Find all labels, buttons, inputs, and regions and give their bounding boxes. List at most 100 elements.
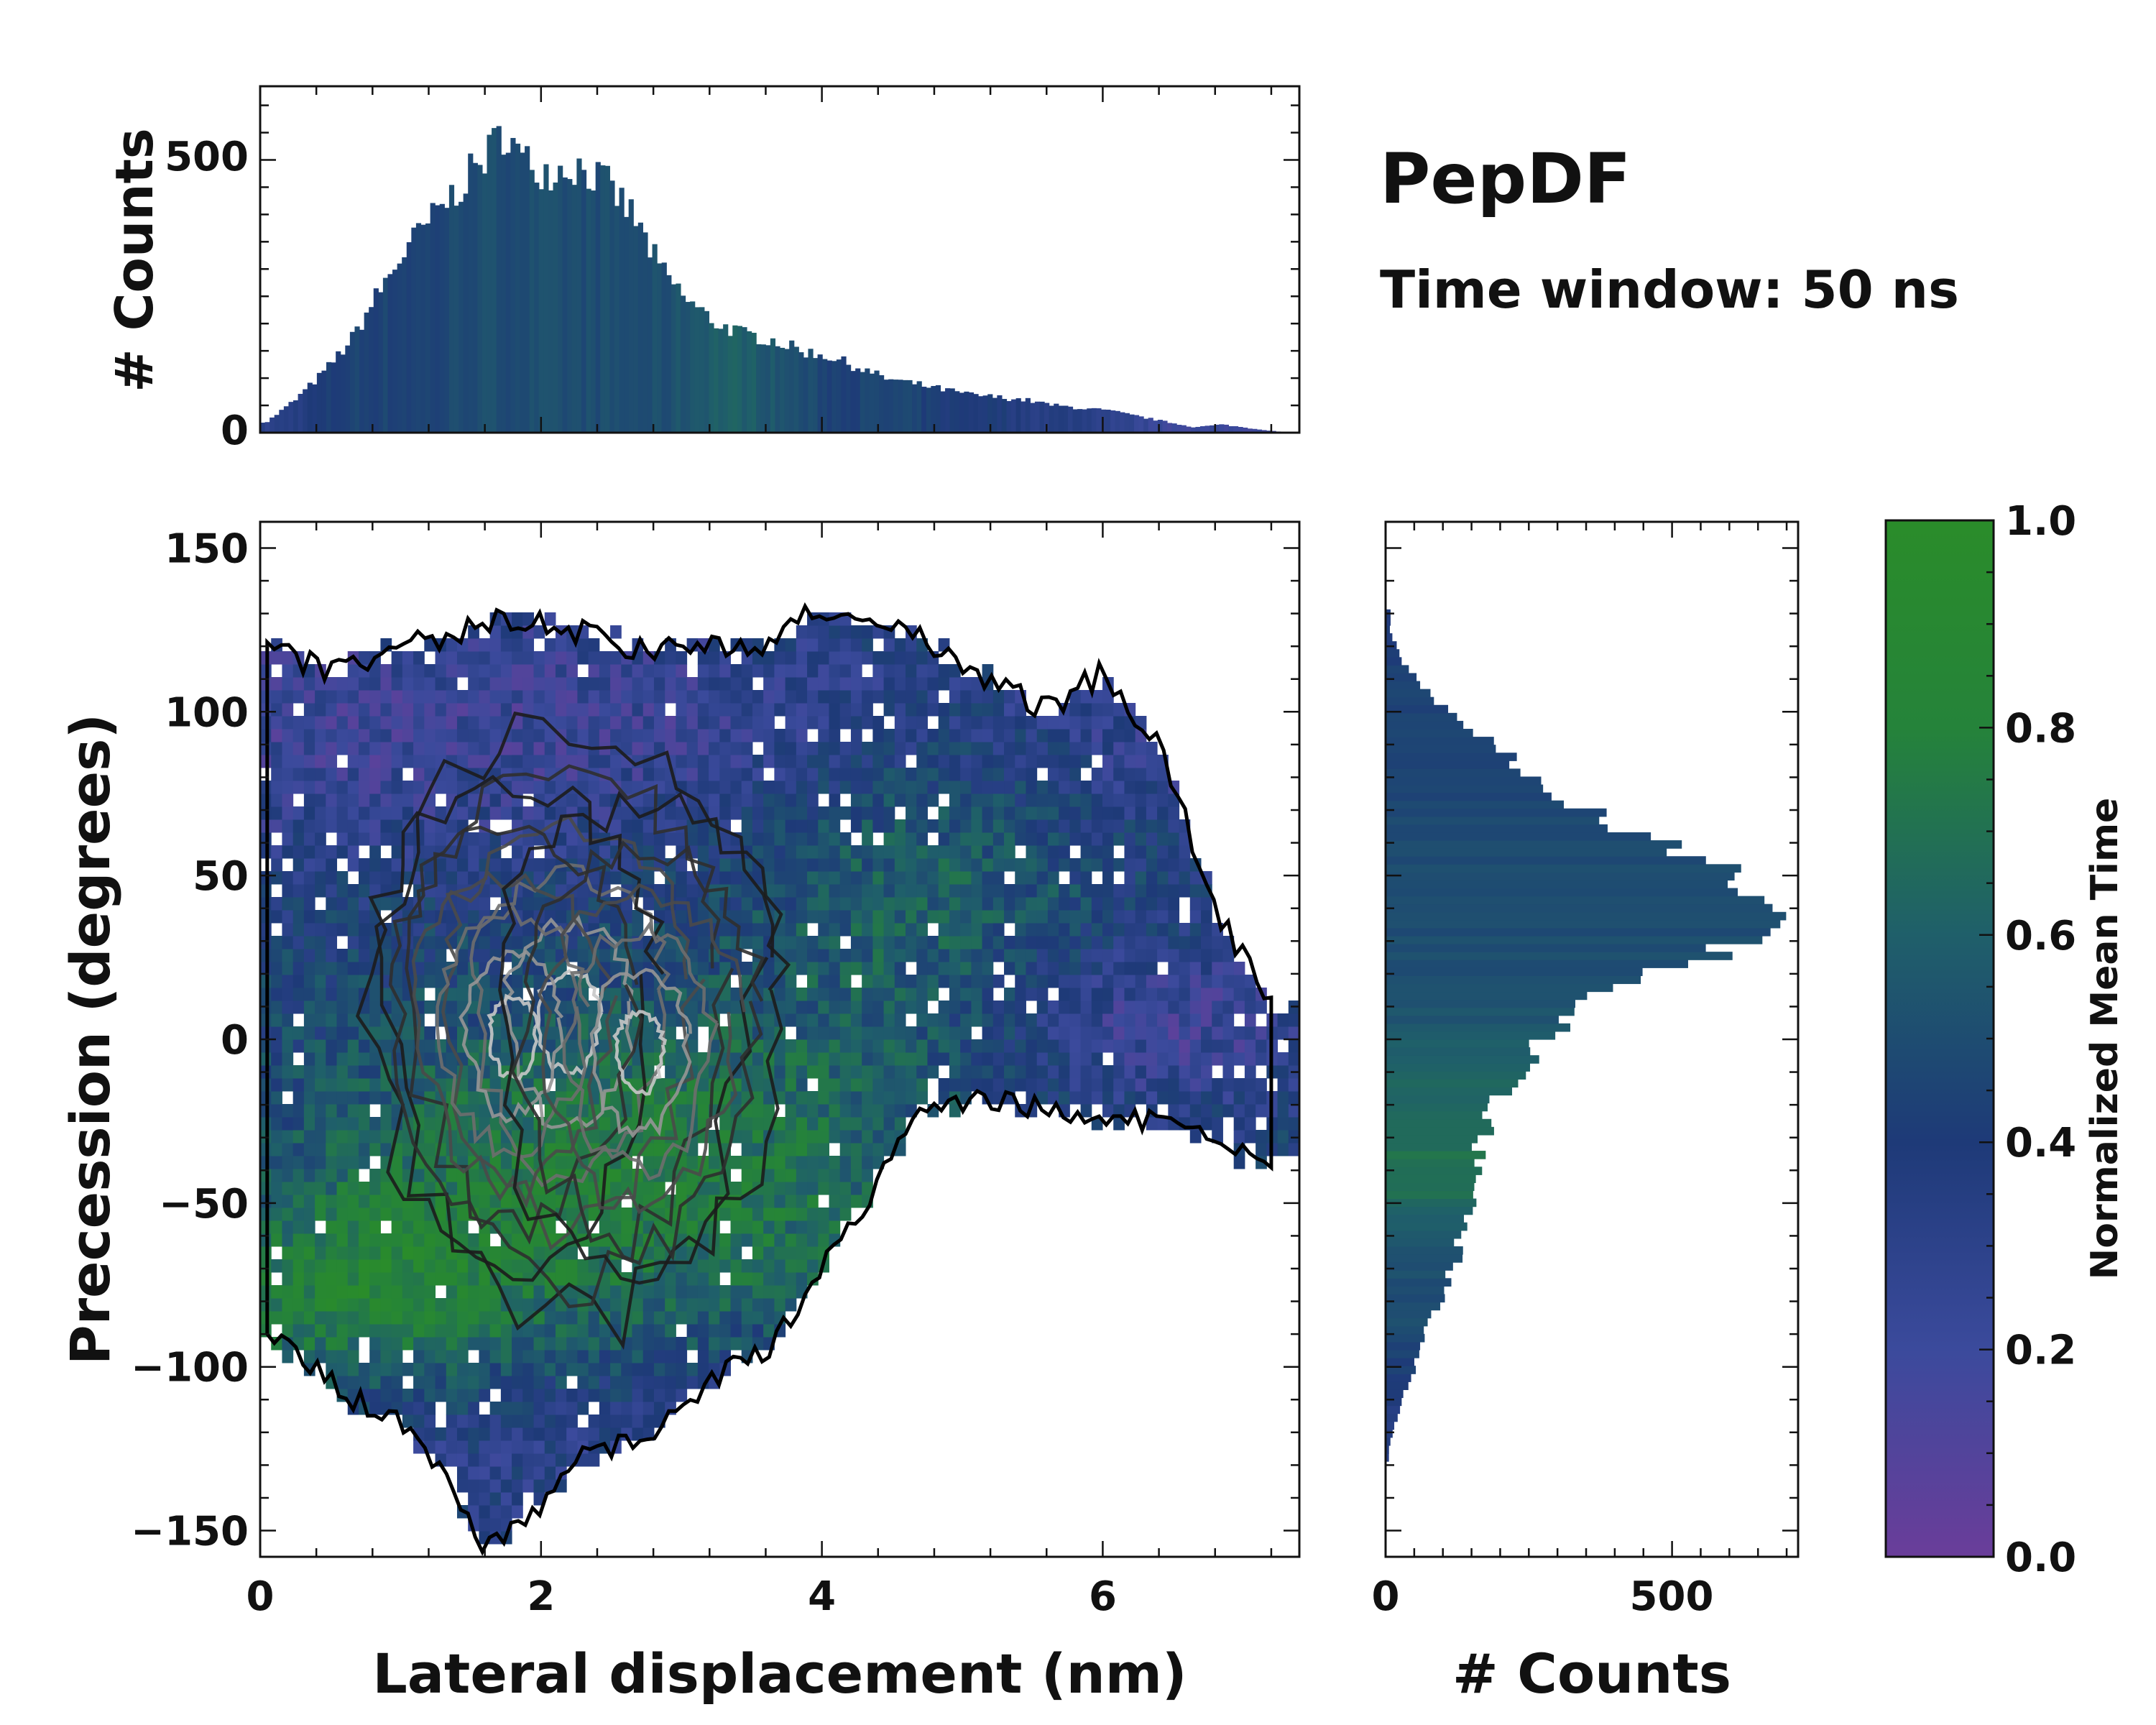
- heatmap-cell: [883, 923, 895, 937]
- heatmap-cell: [468, 1311, 479, 1325]
- top-histogram-bar: [836, 359, 842, 433]
- heatmap-cell: [347, 1182, 359, 1195]
- heatmap-cell: [1047, 910, 1059, 924]
- heatmap-cell: [610, 962, 622, 975]
- density-contour: [374, 711, 775, 1351]
- heatmap-cell: [1256, 1039, 1267, 1053]
- heatmap-cell: [1189, 988, 1202, 1001]
- heatmap-cell: [315, 742, 326, 755]
- heatmap-cell: [413, 677, 425, 691]
- heatmap-cell: [336, 975, 349, 988]
- heatmap-cell: [435, 664, 447, 678]
- heatmap-cell: [1135, 858, 1147, 872]
- heatmap-cell: [435, 858, 447, 872]
- heatmap-cell: [927, 1013, 939, 1027]
- heatmap-cell: [326, 677, 338, 691]
- heatmap-cell: [971, 806, 983, 820]
- heatmap-cell: [347, 1156, 359, 1169]
- heatmap-cell: [960, 819, 972, 833]
- heatmap-cell: [347, 1233, 359, 1247]
- heatmap-cell: [479, 1453, 491, 1467]
- heatmap-cell: [665, 806, 676, 820]
- heatmap-cell: [642, 832, 655, 846]
- heatmap-cell: [1059, 897, 1070, 911]
- heatmap-cell: [292, 1324, 305, 1338]
- heatmap-cell: [872, 716, 885, 730]
- heatmap-cell: [1036, 1065, 1049, 1079]
- heatmap-cell: [1124, 988, 1136, 1001]
- top-histogram-bar: [1091, 408, 1097, 433]
- heatmap-cell: [544, 1427, 556, 1441]
- heatmap-cell: [796, 923, 808, 937]
- heatmap-cell: [686, 1026, 699, 1040]
- heatmap-cell: [1233, 975, 1245, 988]
- heatmap-cell: [577, 884, 589, 898]
- heatmap-cell: [850, 936, 862, 949]
- heatmap-cell: [774, 677, 786, 691]
- heatmap-cell: [512, 1427, 523, 1441]
- heatmap-cell: [686, 768, 699, 781]
- heatmap-cell: [665, 871, 676, 885]
- density-contour: [441, 814, 706, 1251]
- heatmap-cell: [796, 755, 808, 768]
- heatmap-cell: [588, 1414, 600, 1428]
- heatmap-cell: [489, 1117, 502, 1131]
- heatmap-cell: [916, 1091, 928, 1105]
- heatmap-cell: [489, 716, 502, 730]
- heatmap-cell: [402, 1402, 414, 1415]
- heatmap-cell: [522, 1453, 535, 1467]
- heatmap-cell: [544, 1311, 556, 1325]
- heatmap-cell: [522, 1414, 535, 1428]
- heatmap-cell: [1212, 975, 1223, 988]
- right-histogram-bar: [1386, 903, 1773, 913]
- heatmap-cell: [1146, 768, 1158, 781]
- heatmap-cell: [1059, 923, 1070, 937]
- heatmap-cell: [818, 1052, 829, 1066]
- heatmap-cell: [697, 1091, 709, 1105]
- heatmap-cell: [555, 690, 567, 704]
- heatmap-cell: [512, 638, 523, 652]
- density-contour: [355, 775, 665, 1282]
- heatmap-cell: [719, 871, 732, 885]
- heatmap-cell: [730, 1220, 742, 1234]
- heatmap-cell: [839, 625, 852, 639]
- heatmap-cell: [1113, 1039, 1125, 1053]
- heatmap-cell: [971, 962, 983, 975]
- top-histogram-bar: [1190, 427, 1196, 433]
- heatmap-cell: [894, 781, 906, 794]
- heatmap-cell: [1026, 742, 1038, 755]
- heatmap-cell: [413, 1376, 425, 1389]
- heatmap-cell: [1069, 1091, 1082, 1105]
- heatmap-cell: [292, 755, 305, 768]
- heatmap-cell: [1135, 819, 1147, 833]
- heatmap-cell: [1102, 962, 1114, 975]
- heatmap-cell: [872, 975, 885, 988]
- heatmap-cell: [1015, 923, 1026, 937]
- heatmap-cell: [1244, 1039, 1256, 1053]
- heatmap-cell: [1222, 1000, 1235, 1014]
- heatmap-cell: [763, 1169, 775, 1182]
- heatmap-cell: [1026, 794, 1038, 807]
- heatmap-cell: [292, 1246, 305, 1260]
- heatmap-cell: [1069, 910, 1082, 924]
- heatmap-cell: [774, 1065, 786, 1079]
- heatmap-cell: [512, 1492, 523, 1506]
- heatmap-cell: [336, 1130, 349, 1144]
- heatmap-cell: [1201, 1078, 1212, 1092]
- heatmap-cell: [326, 988, 338, 1001]
- heatmap-cell: [555, 755, 567, 768]
- heatmap-cell: [479, 1376, 491, 1389]
- heatmap-cell: [653, 768, 665, 781]
- top-histogram-bar: [973, 394, 979, 433]
- heatmap-cell: [512, 858, 523, 872]
- heatmap-cell: [500, 794, 512, 807]
- heatmap-cell: [512, 1337, 523, 1351]
- heatmap-cell: [785, 1285, 797, 1299]
- heatmap-cell: [489, 884, 502, 898]
- heatmap-cell: [555, 988, 567, 1001]
- heatmap-cell: [435, 832, 447, 846]
- heatmap-cell: [960, 962, 972, 975]
- heatmap-cell: [752, 1156, 764, 1169]
- heatmap-cell: [347, 949, 359, 962]
- heatmap-cell: [544, 677, 556, 691]
